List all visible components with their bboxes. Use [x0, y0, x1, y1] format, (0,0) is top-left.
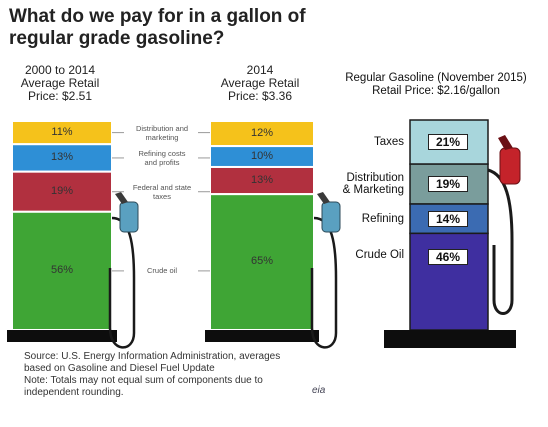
source-note: Source: U.S. Energy Information Administ… [24, 351, 354, 399]
pump2-segment-distribution [209, 120, 315, 148]
pump2-label-distribution: 12% [250, 126, 274, 139]
pump1-title-line: Price: $2.51 [27, 89, 93, 103]
pump2-label-crude: 65% [250, 255, 274, 268]
page-title: What do we pay for in a gallon of regula… [9, 6, 306, 49]
pump3-category-distribution: Distribution & Marketing [328, 172, 404, 196]
mid-label-line: Distribution and [135, 123, 189, 133]
mid-label-distribution: Distribution and marketing [122, 124, 202, 142]
mid-label-line: and profits [144, 157, 180, 167]
mid-label-line: marketing [145, 132, 179, 142]
pump3-category-line: Crude Oil [355, 249, 404, 262]
pump3-nozzle-tip [498, 135, 513, 150]
pump3-title-line: Regular Gasoline (November 2015) [345, 72, 527, 84]
source-line: Note: Totals may not equal sum of compon… [24, 375, 263, 386]
pump3-segment-distribution [409, 163, 489, 205]
source-line: Source: U.S. Energy Information Administ… [24, 351, 281, 362]
source-line: based on Gasoline and Diesel Fuel Update [24, 363, 215, 374]
pump1-label-crude: 56% [50, 263, 74, 276]
pump1-title-line: Average Retail [20, 76, 100, 90]
pump1-label-taxes: 19% [50, 184, 74, 197]
mid-label-line: taxes [153, 191, 171, 201]
pump1-base [7, 330, 117, 342]
pump3-category-refining: Refining [328, 213, 404, 225]
pump3-category-line: Distribution [346, 172, 404, 185]
mid-label-line: Federal and state [132, 182, 192, 192]
pump2-title-line: 2014 [246, 63, 274, 77]
pump3-title-line: Retail Price: $2.16/gallon [372, 85, 500, 97]
pump2-segment-crude [209, 193, 315, 331]
pump3-category-taxes: Taxes [328, 136, 404, 148]
pump3-label-taxes: 21% [428, 134, 468, 151]
pump3-label-distribution: 19% [428, 176, 468, 193]
mid-label-crude: Crude oil [122, 266, 202, 275]
pump1-title: 2000 to 2014 Average Retail Price: $2.51 [4, 64, 116, 103]
pump1-label-refining: 13% [50, 150, 74, 163]
pump3-category-line: Taxes [373, 136, 404, 149]
pump2-title-line: Price: $3.36 [227, 89, 293, 103]
pump3-base [384, 330, 516, 348]
pump3-category-line: Refining [361, 212, 404, 225]
pump1-segment-taxes [11, 170, 113, 213]
mid-label-line: Crude oil [146, 266, 177, 276]
pump3-label-crude: 46% [428, 249, 468, 266]
source-line: independent rounding. [24, 387, 124, 398]
pump3-title: Regular Gasoline (November 2015) Retail … [330, 72, 542, 98]
mid-label-refining: Refining costs and profits [122, 149, 202, 167]
eia-logo: eia [312, 385, 326, 396]
pump1-nozzle-tip [115, 192, 128, 204]
mid-label-taxes: Federal and state taxes [122, 183, 202, 201]
pump2-base [205, 330, 319, 342]
pump2-label-taxes: 13% [250, 173, 274, 186]
pump1-nozzle [119, 201, 139, 233]
pump1-label-distribution: 11% [51, 125, 73, 138]
pump3-category-crude: Crude Oil [328, 249, 404, 261]
pump1-segment-crude [11, 210, 113, 331]
pump1-title-line: 2000 to 2014 [24, 63, 96, 77]
pump3-label-refining: 14% [428, 210, 468, 227]
pump2-title: 2014 Average Retail Price: $3.36 [200, 64, 320, 103]
pump3-category-line: & Marketing [342, 184, 404, 197]
pump2-nozzle-tip [317, 192, 330, 204]
mid-label-line: Refining costs [138, 148, 186, 158]
pump2-title-line: Average Retail [220, 76, 300, 90]
pump2-label-refining: 10% [250, 149, 274, 162]
pump2-nozzle [321, 201, 341, 233]
